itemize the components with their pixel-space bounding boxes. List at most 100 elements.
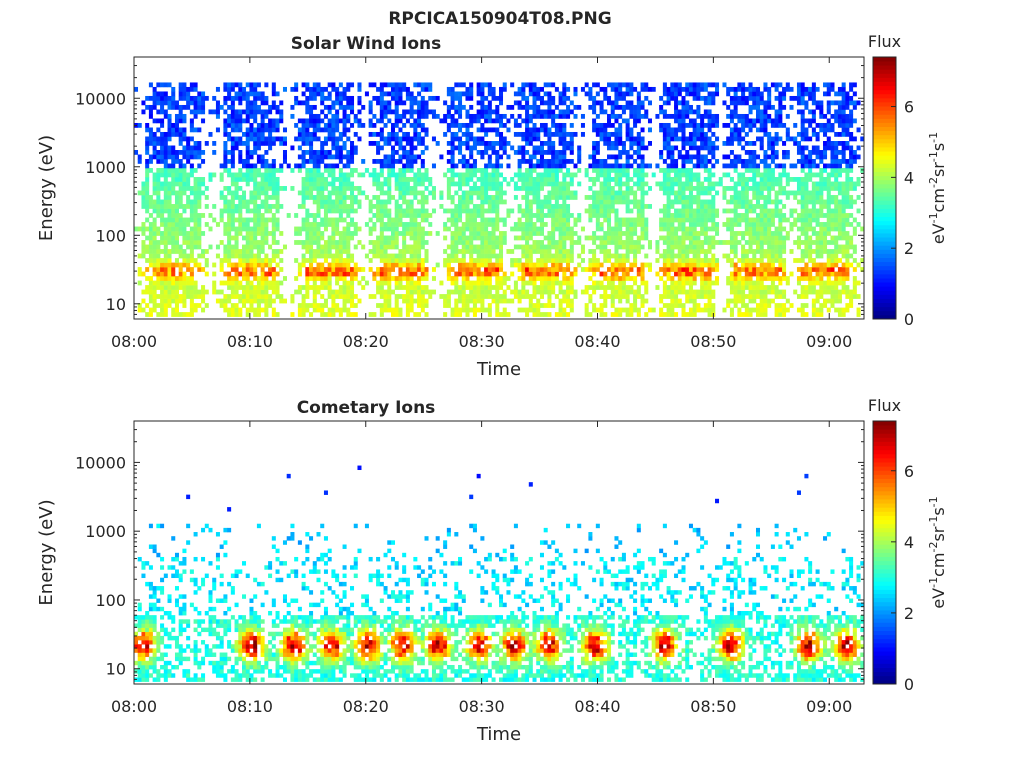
heatmap-cell <box>178 136 183 142</box>
heatmap-cell <box>666 86 671 92</box>
heatmap-cell <box>621 222 626 227</box>
heatmap-cell <box>245 253 250 259</box>
heatmap-cell <box>424 86 429 92</box>
heatmap-cell <box>472 294 477 299</box>
heatmap-cell <box>506 118 511 124</box>
heatmap-cell <box>387 258 392 263</box>
heatmap-cell <box>458 136 463 142</box>
heatmap-cell <box>331 226 336 232</box>
heatmap-cell <box>271 217 276 223</box>
heatmap-cell <box>513 131 518 137</box>
heatmap-cell <box>536 271 541 277</box>
heatmap-cell <box>420 127 425 133</box>
heatmap-cell <box>536 181 541 187</box>
heatmap-cell <box>685 181 690 187</box>
heatmap-cell <box>409 177 414 182</box>
heatmap-cell <box>487 163 492 169</box>
heatmap-cell <box>569 307 574 313</box>
heatmap-cell <box>614 312 619 317</box>
heatmap-cell <box>413 82 418 88</box>
heatmap-cell <box>338 235 343 241</box>
heatmap-cell <box>465 91 470 97</box>
heatmap-cell <box>249 208 254 214</box>
heatmap-cell <box>186 141 191 146</box>
heatmap-cell <box>528 303 533 308</box>
heatmap-cell <box>275 294 280 299</box>
heatmap-cell <box>614 244 619 250</box>
heatmap-cell <box>402 226 407 232</box>
heatmap-cell <box>174 298 179 304</box>
heatmap-cell <box>670 294 675 299</box>
heatmap-cell <box>569 249 574 254</box>
heatmap-cell <box>569 122 574 128</box>
heatmap-cell <box>186 150 191 155</box>
heatmap-cell <box>320 307 325 313</box>
heatmap-cell <box>402 235 407 241</box>
heatmap-cell <box>264 82 269 88</box>
heatmap-cell <box>305 122 310 128</box>
heatmap-cell <box>465 199 470 205</box>
heatmap-cell <box>148 159 153 164</box>
heatmap-cell <box>551 289 556 295</box>
heatmap-cell <box>633 240 638 245</box>
heatmap-cell <box>566 186 571 191</box>
heatmap-cell <box>472 113 477 119</box>
heatmap-cell <box>409 104 414 110</box>
heatmap-cell <box>335 113 340 119</box>
heatmap-cell <box>607 267 612 272</box>
heatmap-cell <box>305 109 310 115</box>
heatmap-cell <box>245 208 250 214</box>
heatmap-cell <box>465 235 470 241</box>
heatmap-cell <box>521 118 526 124</box>
heatmap-cell <box>376 213 381 218</box>
heatmap-cell <box>700 240 705 245</box>
heatmap-cell <box>517 276 522 281</box>
heatmap-cell <box>528 262 533 268</box>
heatmap-cell <box>320 285 325 290</box>
heatmap-cell <box>461 271 466 277</box>
heatmap-cell <box>640 217 645 223</box>
heatmap-cell <box>502 312 507 317</box>
heatmap-cell <box>491 177 496 182</box>
heatmap-cell <box>677 199 682 205</box>
heatmap-cell <box>282 150 287 155</box>
heatmap-cell <box>525 280 530 286</box>
heatmap-cell <box>402 154 407 160</box>
heatmap-cell <box>707 262 712 268</box>
heatmap-cell <box>644 253 649 259</box>
heatmap-cell <box>234 289 239 295</box>
heatmap-cell <box>338 267 343 272</box>
heatmap-cell <box>685 294 690 299</box>
heatmap-cell <box>234 172 239 178</box>
heatmap-cell <box>234 240 239 245</box>
heatmap-cell <box>450 150 455 155</box>
heatmap-cell <box>245 104 250 110</box>
heatmap-cell <box>618 307 623 313</box>
heatmap-cell <box>461 163 466 169</box>
heatmap-cell <box>174 118 179 124</box>
heatmap-cell <box>569 190 574 196</box>
heatmap-cell <box>450 307 455 313</box>
heatmap-cell <box>256 222 261 227</box>
heatmap-cell <box>342 267 347 272</box>
heatmap-cell <box>275 285 280 290</box>
heatmap-cell <box>338 208 343 214</box>
heatmap-cell <box>417 168 422 173</box>
heatmap-cell <box>152 172 157 178</box>
heatmap-cell <box>677 150 682 155</box>
heatmap-cell <box>174 113 179 119</box>
heatmap-cell <box>495 285 500 290</box>
heatmap-cell <box>424 172 429 178</box>
heatmap-cell <box>350 186 355 191</box>
heatmap-cell <box>350 154 355 160</box>
heatmap-cell <box>323 217 328 223</box>
heatmap-cell <box>417 172 422 178</box>
heatmap-cell <box>491 240 496 245</box>
heatmap-cell <box>435 113 440 119</box>
heatmap-cell <box>670 298 675 304</box>
heatmap-cell <box>271 231 276 236</box>
heatmap-cell <box>253 181 258 187</box>
heatmap-cell <box>331 163 336 169</box>
heatmap-cell <box>588 186 593 191</box>
heatmap-cell <box>700 186 705 191</box>
